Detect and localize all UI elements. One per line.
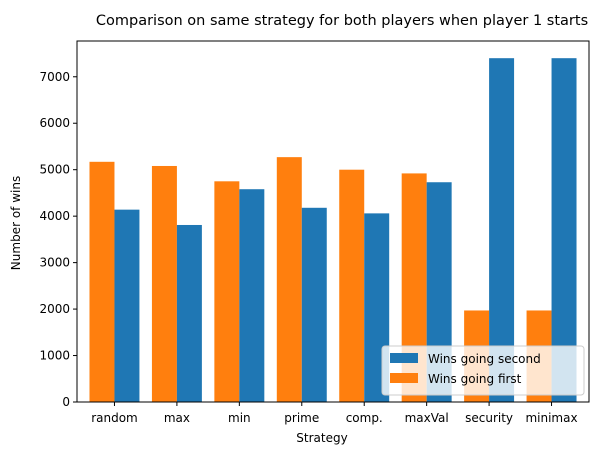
x-tick-label: min xyxy=(228,411,251,425)
x-tick-label: random xyxy=(91,411,138,425)
x-tick-label: comp. xyxy=(346,411,383,425)
y-axis-label: Number of wins xyxy=(9,176,23,270)
bar-prime-series-1 xyxy=(301,207,327,402)
y-tick-label: 2000 xyxy=(39,302,70,316)
bar-security-series-1 xyxy=(489,58,515,402)
bar-random-series-0 xyxy=(89,161,115,402)
bar-prime-series-0 xyxy=(276,157,302,402)
axes-frame xyxy=(76,40,590,403)
legend-label: Wins going first xyxy=(428,372,522,386)
bar-minimax-series-1 xyxy=(551,58,577,402)
legend-swatch xyxy=(390,353,418,363)
y-tick-label: 0 xyxy=(62,395,70,409)
x-tick-label: minimax xyxy=(525,411,577,425)
bar-min-series-1 xyxy=(239,189,265,402)
y-tick-label: 4000 xyxy=(39,209,70,223)
y-tick-label: 3000 xyxy=(39,256,70,270)
x-tick-label: prime xyxy=(284,411,319,425)
x-tick-label: max xyxy=(164,411,190,425)
chart-title: Comparison on same strategy for both pla… xyxy=(96,13,588,29)
legend-swatch xyxy=(390,373,418,383)
legend-box xyxy=(381,345,585,396)
bar-random-series-1 xyxy=(114,209,140,402)
y-tick-label: 1000 xyxy=(39,349,70,363)
bar-comp-series-0 xyxy=(339,169,365,402)
bar-min-series-0 xyxy=(214,181,240,402)
x-tick-label: security xyxy=(465,411,513,425)
x-axis-label: Strategy xyxy=(296,431,347,445)
y-tick-label: 6000 xyxy=(39,116,70,130)
y-tick-label: 7000 xyxy=(39,70,70,84)
legend: Wins going second Wins going first xyxy=(381,345,585,396)
bar-max-series-1 xyxy=(176,224,202,402)
bar-max-series-0 xyxy=(151,165,177,402)
y-tick-label: 5000 xyxy=(39,163,70,177)
x-tick-label: maxVal xyxy=(405,411,449,425)
legend-label: Wins going second xyxy=(428,352,541,366)
